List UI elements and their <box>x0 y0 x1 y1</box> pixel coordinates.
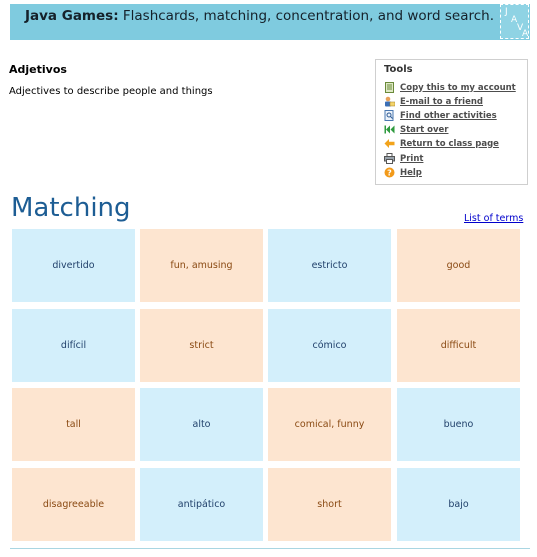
rewind-icon <box>384 124 395 135</box>
match-card[interactable]: short <box>268 468 391 541</box>
tool-email-friend[interactable]: E-mail to a friend <box>384 95 483 108</box>
tool-label: Copy this to my account <box>400 82 516 93</box>
tool-help[interactable]: ? Help <box>384 166 422 179</box>
tool-label: Return to class page <box>400 138 499 149</box>
match-card[interactable]: bajo <box>397 468 520 541</box>
tool-label: Find other activities <box>400 110 497 121</box>
copy-icon <box>384 82 395 93</box>
user-mail-icon <box>384 96 396 107</box>
search-doc-icon <box>384 110 395 121</box>
java-logo: J A V A <box>500 4 529 39</box>
match-card[interactable]: divertido <box>12 229 135 302</box>
tool-copy-to-account[interactable]: Copy this to my account <box>384 81 516 94</box>
help-icon: ? <box>384 167 395 178</box>
header-banner: Java Games: Flashcards, matching, concen… <box>10 4 530 40</box>
printer-icon <box>384 153 395 164</box>
back-arrow-icon <box>384 138 395 149</box>
match-card[interactable]: fun, amusing <box>140 229 263 302</box>
match-card[interactable]: difficult <box>397 309 520 382</box>
tools-panel: Tools Copy this to my account E-mail to … <box>375 59 528 185</box>
tool-label: Help <box>400 167 422 178</box>
tool-print[interactable]: Print <box>384 152 423 165</box>
match-card[interactable]: alto <box>140 388 263 461</box>
match-card[interactable]: estricto <box>268 229 391 302</box>
tool-label: E-mail to a friend <box>400 96 483 107</box>
tools-title: Tools <box>384 64 413 75</box>
activity-title: Adjetivos <box>9 63 67 76</box>
game-heading: Matching <box>11 193 131 223</box>
match-card[interactable]: good <box>397 229 520 302</box>
activity-description: Adjectives to describe people and things <box>9 86 213 97</box>
tool-start-over[interactable]: Start over <box>384 123 448 136</box>
match-card[interactable]: cómico <box>268 309 391 382</box>
tool-return-class[interactable]: Return to class page <box>384 137 499 150</box>
tool-label: Start over <box>400 124 449 135</box>
list-of-terms-link[interactable]: List of terms <box>464 213 524 224</box>
match-card[interactable]: bueno <box>397 388 520 461</box>
matching-grid: divertido fun, amusing estricto good dif… <box>12 229 520 542</box>
match-card[interactable]: comical, funny <box>268 388 391 461</box>
banner-title-rest: Flashcards, matching, concentration, and… <box>118 8 494 24</box>
match-card[interactable]: strict <box>140 309 263 382</box>
match-card[interactable]: disagreeable <box>12 468 135 541</box>
match-card[interactable]: tall <box>12 388 135 461</box>
tool-find-activities[interactable]: Find other activities <box>384 109 497 122</box>
svg-text:?: ? <box>387 169 392 178</box>
match-card[interactable]: antipático <box>140 468 263 541</box>
banner-title: Java Games: Flashcards, matching, concen… <box>25 8 494 24</box>
match-card[interactable]: difícil <box>12 309 135 382</box>
banner-title-bold: Java Games: <box>25 8 119 24</box>
bottom-divider <box>10 548 530 549</box>
tool-label: Print <box>400 153 424 164</box>
